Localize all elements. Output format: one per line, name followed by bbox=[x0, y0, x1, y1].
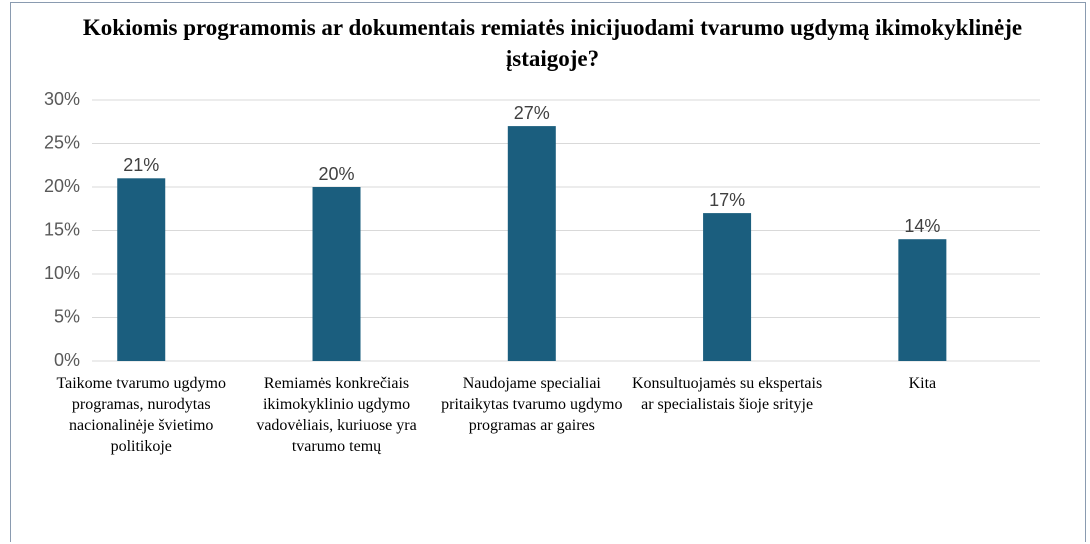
chart-frame bbox=[10, 2, 1086, 542]
x-tick-label: Taikome tvarumo ugdymo programas, nurody… bbox=[56, 375, 226, 455]
y-tick-label: 5% bbox=[54, 306, 80, 326]
value-label: 17% bbox=[709, 190, 745, 210]
x-tick-label: Konsultuojamės su ekspertais ar speciali… bbox=[631, 375, 823, 413]
chart-title: Kokiomis programomis ar dokumentais remi… bbox=[82, 15, 1023, 71]
bar bbox=[117, 178, 166, 361]
bar bbox=[898, 239, 947, 361]
bar bbox=[312, 187, 361, 361]
y-tick-label: 20% bbox=[44, 176, 80, 196]
bar bbox=[507, 126, 556, 361]
value-label: 21% bbox=[123, 155, 159, 175]
value-label: 14% bbox=[904, 216, 940, 236]
value-label: 20% bbox=[319, 164, 355, 184]
x-tick-label: Kita bbox=[908, 375, 937, 392]
y-tick-label: 0% bbox=[54, 350, 80, 370]
bar bbox=[703, 213, 752, 361]
x-tick-label: Remiamės konkrečiais ikimokyklinio ugdym… bbox=[256, 375, 417, 455]
value-label: 27% bbox=[514, 103, 550, 123]
y-tick-label: 15% bbox=[44, 219, 80, 239]
x-tick-label: Naudojame specialiai pritaikytas tvarumo… bbox=[441, 375, 623, 434]
y-tick-label: 10% bbox=[44, 263, 80, 283]
y-tick-label: 25% bbox=[44, 132, 80, 152]
y-tick-label: 30% bbox=[44, 89, 80, 109]
